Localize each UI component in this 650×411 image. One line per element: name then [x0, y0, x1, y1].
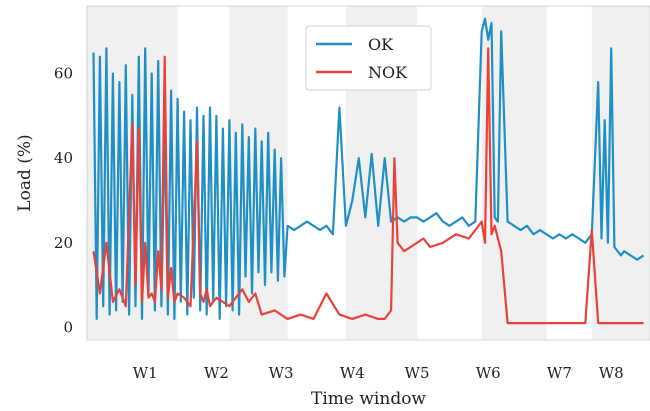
x-tick-label: W3	[269, 364, 294, 382]
y-tick-label: 0	[63, 318, 73, 336]
x-tick-label: W7	[547, 364, 572, 382]
legend-label-ok: OK	[368, 35, 394, 54]
y-tick-label: 20	[54, 234, 73, 252]
x-tick-label: W2	[204, 364, 229, 382]
y-axis-label: Load (%)	[15, 134, 35, 211]
x-tick-label: W5	[405, 364, 430, 382]
y-tick-label: 60	[54, 65, 73, 83]
x-tick-label: W6	[476, 364, 501, 382]
x-tick-label: W4	[340, 364, 365, 382]
x-axis-label: Time window	[311, 389, 426, 409]
x-tick-label: W8	[599, 364, 624, 382]
legend-label-nok: NOK	[368, 63, 408, 82]
y-axis-ticks: 0 20 40 60	[54, 65, 73, 337]
y-tick-label: 40	[54, 149, 73, 167]
legend: OK NOK	[306, 26, 431, 90]
x-axis-ticks: W1 W2 W3 W4 W5 W6 W7 W8	[133, 364, 624, 382]
x-tick-label: W1	[133, 364, 158, 382]
